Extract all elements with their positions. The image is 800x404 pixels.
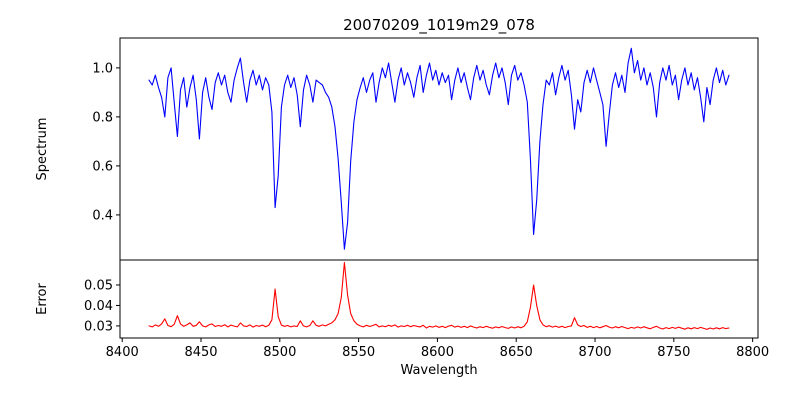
- x-tick-label: 8800: [736, 345, 769, 360]
- error-y-axis-label: Error: [35, 283, 50, 315]
- y-tick-label: 1.0: [92, 61, 113, 76]
- x-tick-label: 8450: [184, 345, 217, 360]
- x-tick-label: 8700: [578, 345, 611, 360]
- y-tick-label: 0.03: [84, 319, 113, 334]
- y-tick-label: 0.6: [92, 159, 113, 174]
- y-tick-label: 0.8: [92, 110, 113, 125]
- spectrum-y-axis-label: Spectrum: [35, 118, 50, 181]
- error-line-series: [148, 261, 730, 330]
- x-tick-label: 8500: [263, 345, 296, 360]
- y-tick-label: 0.05: [84, 278, 113, 293]
- x-tick-label: 8650: [500, 345, 533, 360]
- x-tick-label: 8400: [106, 345, 139, 360]
- y-tick-label: 0.4: [92, 208, 113, 223]
- chart-title: 20070209_1019m29_078: [343, 16, 535, 35]
- x-tick-label: 8550: [342, 345, 375, 360]
- x-axis-label: Wavelength: [400, 363, 477, 378]
- plot-area: 0.4 0.6 0.8 1.0 0.03 0.04 0.05 8400 8450 8500 8550…: [84, 37, 769, 360]
- x-tick-label: 8750: [657, 345, 690, 360]
- spectrum-line-series: [148, 47, 730, 250]
- error-axes-frame: [119, 259, 759, 339]
- y-tick-label: 0.04: [84, 299, 113, 314]
- x-tick-label: 8600: [421, 345, 454, 360]
